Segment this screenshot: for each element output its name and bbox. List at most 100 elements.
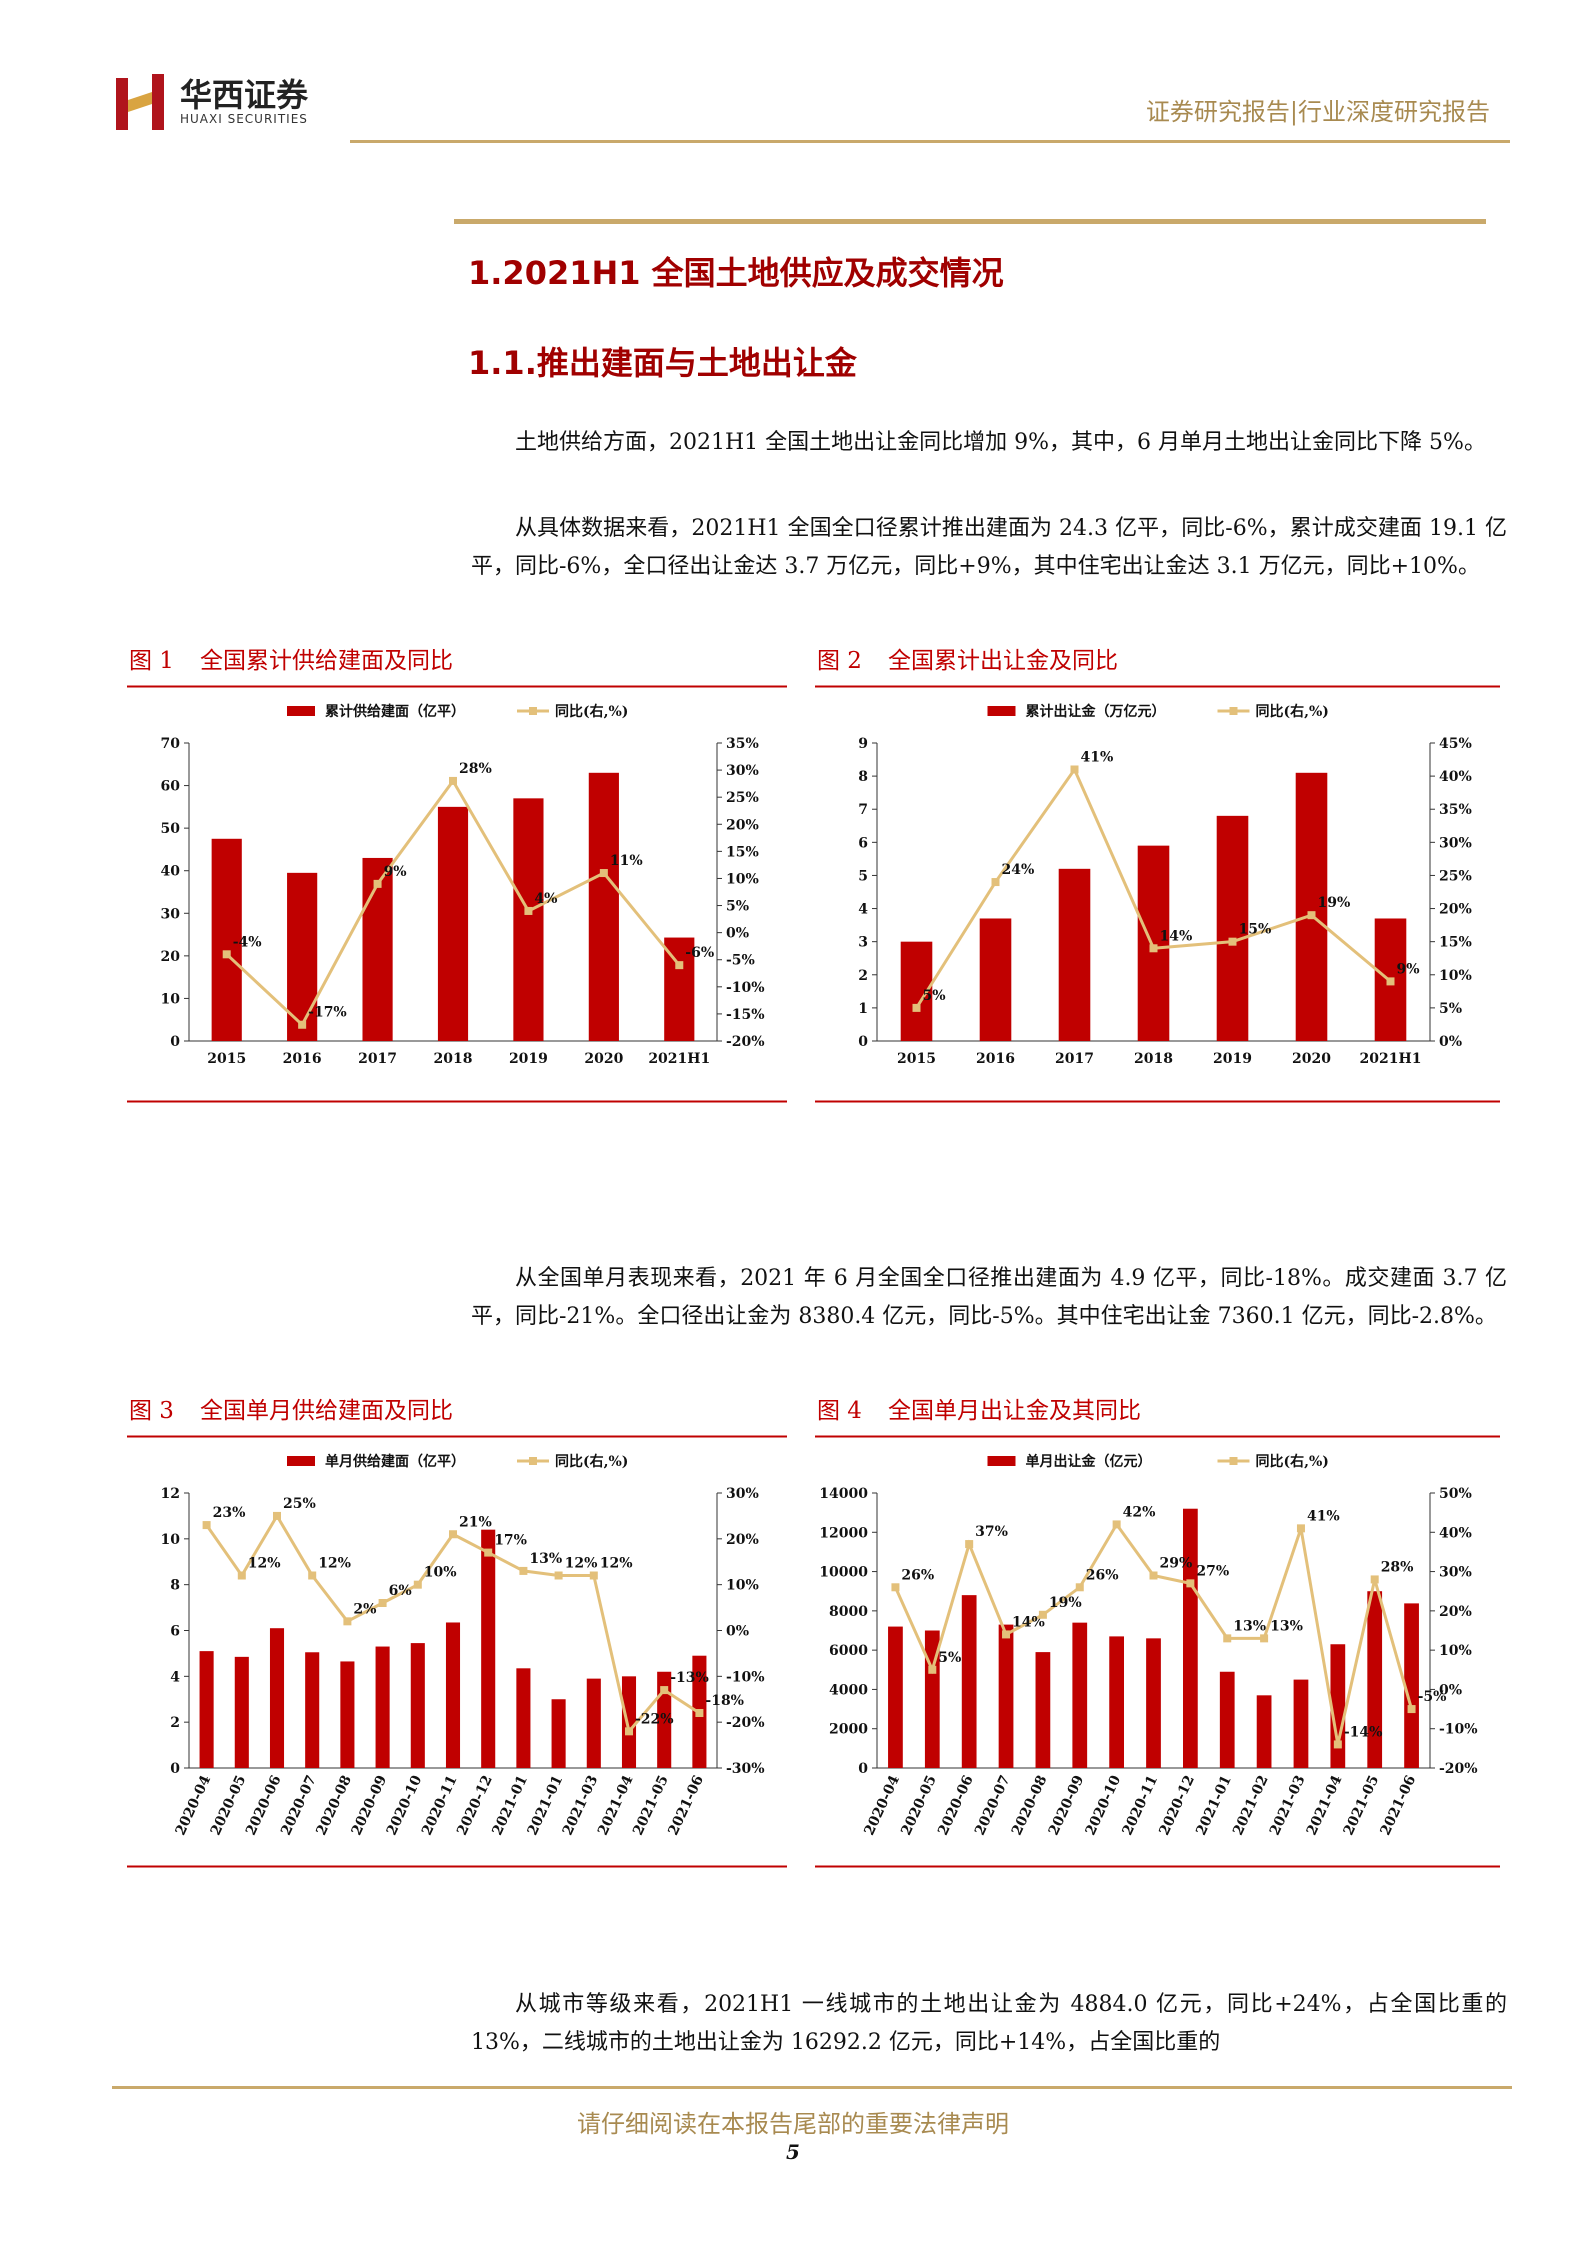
y-tick-label: 4	[858, 902, 868, 918]
y-tick-label: 6	[170, 1624, 180, 1640]
y2-tick-label: 40%	[1439, 1525, 1472, 1541]
bar	[340, 1661, 355, 1768]
x-tick-label: 2021-03	[1267, 1773, 1309, 1838]
point	[965, 1540, 974, 1549]
legend-label: 同比(右,%)	[555, 1453, 628, 1470]
x-tick-label: 2020-05	[898, 1773, 940, 1838]
data-label: 42%	[1123, 1504, 1156, 1520]
data-label: 12%	[248, 1556, 281, 1572]
bar	[1035, 1652, 1051, 1768]
data-label: 27%	[1196, 1563, 1229, 1579]
data-label: -13%	[670, 1670, 709, 1686]
y2-tick-label: 30%	[726, 1486, 759, 1502]
y-tick-label: 1	[858, 1001, 868, 1017]
figure-label: 图 1	[129, 648, 174, 674]
legend-swatch	[529, 1457, 537, 1465]
point	[484, 1548, 493, 1557]
x-tick-label: 2020-05	[208, 1773, 250, 1838]
chart: 单月出让金（亿元） 同比(右,%) 0 2000 4000 6000 8000 10000 12…	[815, 1435, 1500, 1868]
y2-tick-label: 0%	[726, 1624, 749, 1640]
x-tick-label: 2021-01	[489, 1773, 531, 1838]
data-label: 24%	[1002, 862, 1035, 878]
point	[1112, 1520, 1121, 1529]
bar	[481, 1529, 496, 1768]
bar	[269, 1628, 285, 1768]
x-tick-label: 2021H1	[648, 1051, 710, 1067]
figure-title: 全国累计出让金及同比	[887, 648, 1118, 674]
point	[625, 1727, 633, 1736]
y-tick-label: 2	[858, 968, 868, 984]
x-tick-label: 2021-04	[595, 1773, 637, 1838]
data-label: 11%	[610, 853, 643, 869]
data-label: -4%	[233, 934, 262, 950]
y-tick-label: 12	[161, 1486, 180, 1502]
bar	[513, 798, 544, 1041]
y-tick-label: 8000	[829, 1604, 868, 1620]
x-tick-label: 2021-04	[1304, 1773, 1346, 1838]
bar	[1216, 815, 1249, 1041]
bar	[199, 1651, 214, 1768]
y2-tick-label: 30%	[1439, 1565, 1472, 1581]
y2-tick-label: 20%	[726, 817, 759, 833]
data-label: 19%	[1049, 1595, 1082, 1611]
bar	[287, 872, 318, 1041]
bar	[1146, 1638, 1161, 1768]
disclaimer: 请仔细阅读在本报告尾部的重要法律声明	[577, 2110, 1009, 2138]
point	[1228, 937, 1237, 946]
point	[298, 1020, 307, 1029]
y2-tick-label: 35%	[726, 736, 759, 752]
point	[1223, 1634, 1232, 1643]
y-tick-label: 10	[161, 1532, 181, 1548]
data-label: 13%	[1270, 1618, 1303, 1634]
company-name-en: HUAXI SECURITIES	[180, 112, 308, 126]
point	[373, 879, 382, 888]
bar	[1219, 1671, 1235, 1768]
point	[519, 1566, 528, 1575]
data-label: 15%	[1239, 922, 1272, 938]
point	[1370, 1575, 1379, 1584]
y2-tick-label: -10%	[726, 1669, 765, 1685]
y-tick-label: 0	[858, 1034, 868, 1050]
data-label: 41%	[1307, 1508, 1340, 1524]
paragraph: 从全国单月表现来看，2021 年 6 月全国全口径推出建面为 4.9 亿平，同比…	[471, 1266, 1507, 1329]
point	[1407, 1705, 1416, 1714]
footer-rule	[112, 2086, 1512, 2089]
figure-title: 全国单月出让金及其同比	[887, 1398, 1141, 1424]
legend-label: 同比(右,%)	[1256, 703, 1329, 720]
point	[378, 1599, 387, 1607]
data-label: 19%	[1318, 895, 1351, 911]
data-label: -14%	[1344, 1724, 1383, 1740]
point	[1070, 765, 1079, 774]
x-tick-label: 2020-06	[243, 1773, 285, 1838]
y-tick-label: 2	[170, 1715, 180, 1731]
data-label: 5%	[938, 1650, 961, 1666]
x-tick-label: 2018	[434, 1051, 473, 1067]
y-tick-label: 0	[170, 1761, 180, 1777]
data-label: 37%	[975, 1524, 1008, 1540]
bar	[1109, 1636, 1125, 1768]
data-label: -5%	[1418, 1689, 1447, 1705]
x-tick-label: 2019	[509, 1051, 548, 1067]
x-tick-label: 2020-12	[1156, 1773, 1198, 1838]
point	[1386, 977, 1395, 986]
y2-tick-label: 10%	[1439, 968, 1472, 984]
data-label: 13%	[1233, 1618, 1266, 1634]
data-label: 17%	[494, 1533, 527, 1549]
data-label: 6%	[389, 1583, 412, 1599]
x-tick-label: 2020-10	[1083, 1773, 1125, 1838]
bar	[1072, 1622, 1088, 1768]
y-tick-label: 14000	[819, 1486, 868, 1502]
x-tick-label: 2020-07	[972, 1773, 1014, 1838]
legend-swatch	[287, 706, 315, 716]
bar	[998, 1624, 1014, 1768]
y2-tick-label: 10%	[1439, 1643, 1472, 1659]
data-label: 9%	[1397, 961, 1420, 977]
point	[1149, 944, 1158, 953]
x-tick-label: 2020-09	[1046, 1773, 1088, 1838]
point	[222, 950, 231, 959]
point	[308, 1571, 317, 1580]
bar	[211, 838, 242, 1041]
paragraph: 从城市等级来看，2021H1 一线城市的土地出让金为 4884.0 亿元，同比+…	[471, 1992, 1507, 2055]
figure-caption: 图 4 全国单月出让金及其同比	[817, 1391, 1141, 1425]
